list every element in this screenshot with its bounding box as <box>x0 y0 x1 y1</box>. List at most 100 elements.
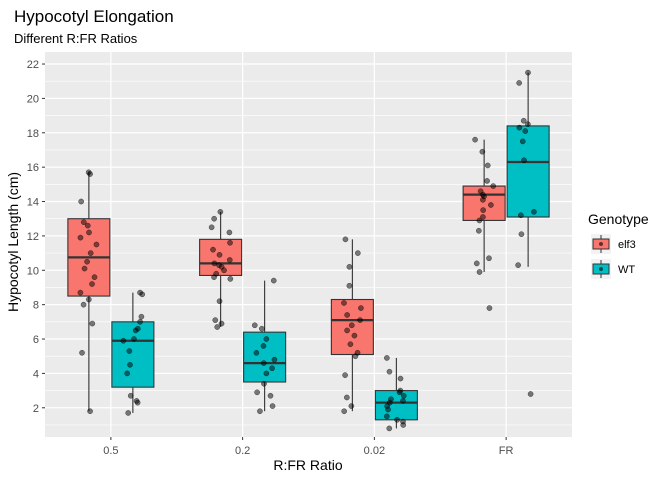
data-point <box>480 196 486 203</box>
data-point <box>87 408 93 415</box>
data-point <box>348 403 355 409</box>
legend-key-point <box>599 267 603 271</box>
data-point <box>77 234 84 241</box>
legend-title: Genotype <box>588 211 649 227</box>
data-point <box>486 255 492 262</box>
data-point <box>341 300 347 306</box>
x-axis-label: R:FR Ratio <box>273 457 342 473</box>
data-point <box>484 178 490 184</box>
data-point <box>347 341 354 348</box>
data-point <box>79 349 85 356</box>
data-point <box>253 349 260 356</box>
data-point <box>473 260 480 267</box>
x-tick-label: 0.02 <box>364 445 385 457</box>
y-tick-label: 4 <box>33 368 39 380</box>
data-point <box>137 318 143 325</box>
data-point <box>480 214 486 220</box>
data-point <box>139 291 146 298</box>
data-point <box>260 360 267 366</box>
y-tick-label: 20 <box>27 93 39 105</box>
data-point <box>344 312 350 318</box>
x-tick-label: 0.5 <box>103 445 118 457</box>
data-point <box>354 250 361 256</box>
data-point <box>520 117 527 124</box>
data-point <box>124 370 131 377</box>
data-point <box>221 267 227 274</box>
data-point <box>261 380 267 387</box>
data-point <box>131 336 137 342</box>
data-point <box>472 136 478 143</box>
data-point <box>78 198 85 205</box>
data-point <box>396 389 403 396</box>
legend-key-point <box>599 242 603 246</box>
data-point <box>134 399 141 406</box>
data-point <box>132 327 139 334</box>
data-point <box>348 322 355 329</box>
data-point <box>212 317 219 323</box>
data-point <box>208 224 215 231</box>
data-point <box>226 229 233 236</box>
data-point <box>85 296 92 303</box>
data-point <box>84 258 90 265</box>
y-axis: 2 4 6 8 10 12 14 16 18 20 22 <box>27 59 45 415</box>
data-point <box>86 229 92 236</box>
data-point <box>257 408 263 415</box>
data-point <box>77 289 84 296</box>
y-tick-label: 10 <box>27 265 39 277</box>
chart-title: Hypocotyl Elongation <box>14 7 174 26</box>
data-point <box>216 298 223 305</box>
data-point <box>518 212 524 219</box>
data-point <box>260 343 267 349</box>
box-WT-0.02 <box>374 390 418 421</box>
data-point <box>386 368 393 375</box>
data-point <box>531 208 537 215</box>
data-point <box>490 183 497 189</box>
y-tick-label: 22 <box>27 59 39 71</box>
chart-subtitle: Different R:FR Ratios <box>14 31 138 46</box>
data-point <box>344 394 350 401</box>
data-point <box>84 222 91 229</box>
data-point <box>344 327 350 334</box>
data-point <box>397 375 404 382</box>
data-point <box>254 389 260 396</box>
y-axis-label: Hypocotyl Length (cm) <box>5 172 21 312</box>
data-point <box>479 148 486 155</box>
data-point <box>270 277 277 284</box>
data-point <box>346 263 353 270</box>
y-tick-label: 18 <box>27 128 39 140</box>
legend-label-elf3: elf3 <box>618 239 636 251</box>
y-tick-label: 6 <box>33 334 39 346</box>
data-point <box>211 215 217 222</box>
data-point <box>214 324 221 330</box>
data-point <box>226 257 233 263</box>
data-point <box>341 408 348 415</box>
data-point <box>271 356 278 363</box>
data-point <box>342 236 349 243</box>
data-point <box>476 227 482 234</box>
data-point <box>394 416 400 423</box>
data-point <box>267 392 274 399</box>
y-tick-label: 12 <box>27 231 39 243</box>
data-point <box>525 69 531 76</box>
data-point <box>484 162 491 169</box>
data-point <box>521 157 527 164</box>
box-WT-0.5 <box>111 321 155 388</box>
data-point <box>263 370 270 377</box>
data-point <box>269 365 275 372</box>
data-point <box>383 413 390 420</box>
data-point <box>527 391 534 397</box>
data-point <box>400 422 407 428</box>
data-point <box>476 217 483 224</box>
data-point <box>476 269 483 275</box>
y-tick-label: 8 <box>33 300 39 312</box>
data-point <box>89 320 96 327</box>
data-point <box>358 305 364 311</box>
data-point <box>515 262 521 268</box>
data-point <box>384 355 390 361</box>
data-point <box>518 231 525 238</box>
data-point <box>216 251 223 258</box>
data-point <box>227 239 233 246</box>
x-axis: 0.5 0.2 0.02 FR <box>103 437 514 457</box>
data-point <box>386 425 393 432</box>
